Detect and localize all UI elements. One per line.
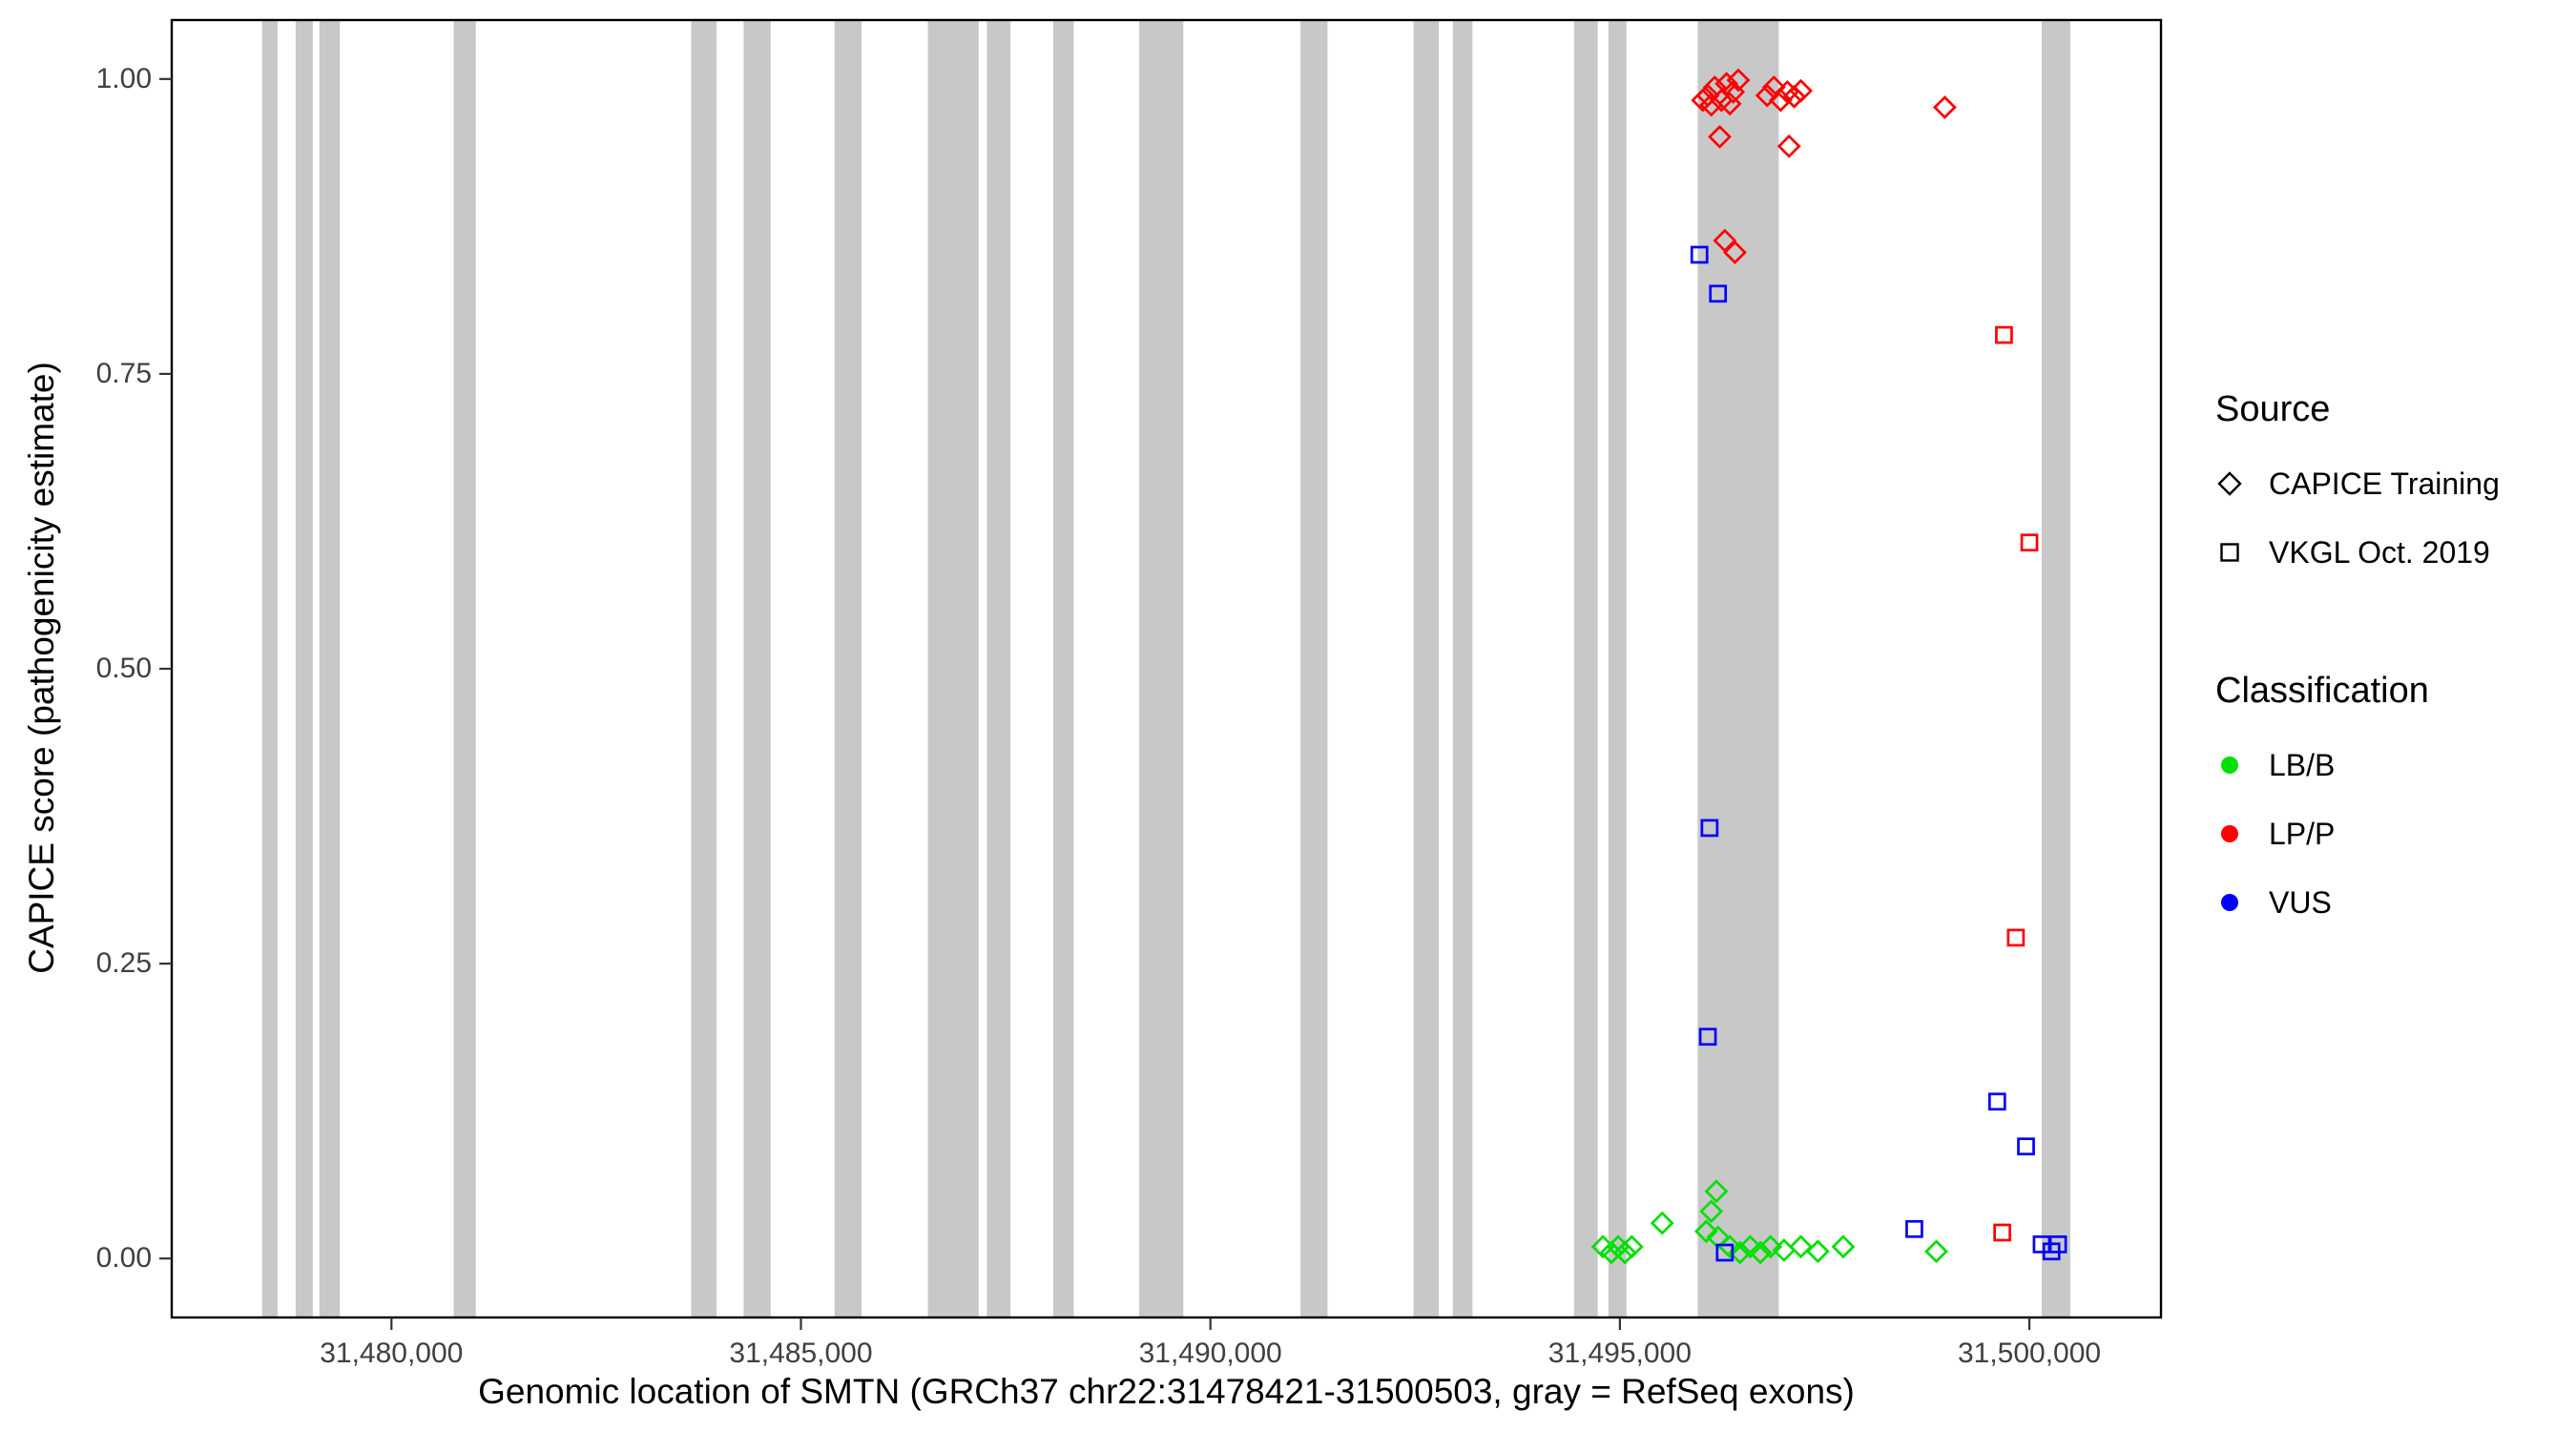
- data-point-diamond: [1924, 1239, 1948, 1264]
- data-point-diamond: [1755, 83, 1779, 108]
- exon-band: [1608, 20, 1627, 1317]
- data-point-square: [2048, 1234, 2067, 1254]
- data-point-square: [1993, 1223, 2011, 1242]
- x-tick-label: 31,485,000: [729, 1338, 873, 1369]
- exon-band: [1413, 20, 1440, 1317]
- exon-band: [743, 20, 771, 1317]
- data-point-diamond: [1699, 93, 1724, 117]
- data-point-diamond: [1713, 228, 1737, 253]
- data-point-square: [1987, 1092, 2006, 1111]
- x-axis-title: Genomic location of SMTN (GRCh37 chr22:3…: [478, 1372, 1855, 1411]
- legend-item-vkgl: VKGL Oct. 2019: [2215, 518, 2500, 587]
- diamond-icon: [2215, 469, 2244, 498]
- legend-item-label: VUS: [2269, 884, 2332, 920]
- circle-icon: [2215, 751, 2244, 779]
- legend-item-lpp: LP/P: [2215, 799, 2500, 868]
- legend-classification: Classification LB/B LP/P VUS: [2215, 671, 2500, 937]
- data-point-diamond: [1723, 240, 1747, 264]
- data-point-square: [1690, 245, 1709, 264]
- legend: Source CAPICE Training VKGL Oct. 2019 Cl…: [2215, 389, 2500, 937]
- exon-band: [834, 20, 862, 1317]
- legend-item-label: LB/B: [2269, 747, 2336, 782]
- data-point-square: [2006, 928, 2025, 947]
- exon-band: [1697, 20, 1779, 1317]
- y-tick-label: 0.75: [95, 357, 152, 389]
- exon-band: [319, 20, 341, 1317]
- data-point-diamond: [1758, 1234, 1783, 1259]
- legend-item-vus: VUS: [2215, 868, 2500, 937]
- data-point-square: [1905, 1219, 1923, 1238]
- legend-item-label: VKGL Oct. 2019: [2269, 534, 2490, 570]
- legend-item-capice-training: CAPICE Training: [2215, 449, 2500, 518]
- data-point-square: [1698, 1027, 1717, 1047]
- x-tick-label: 31,500,000: [1957, 1338, 2102, 1369]
- exon-band: [295, 20, 313, 1317]
- x-tick-label: 31,490,000: [1138, 1338, 1282, 1369]
- data-point-diamond: [1726, 68, 1751, 93]
- data-point-diamond: [1699, 1199, 1724, 1224]
- y-tick-label: 0.00: [95, 1242, 152, 1275]
- data-point-diamond: [1932, 95, 1957, 119]
- data-point-diamond: [1695, 83, 1720, 108]
- data-point-diamond: [1789, 1234, 1813, 1259]
- exon-band: [1300, 20, 1328, 1317]
- data-point-diamond: [1782, 84, 1806, 109]
- data-point-diamond: [1738, 1234, 1762, 1259]
- data-point-square: [2020, 533, 2039, 552]
- data-point-diamond: [1704, 1179, 1729, 1204]
- legend-source-title: Source: [2215, 389, 2331, 429]
- data-point-diamond: [1717, 1234, 1742, 1259]
- data-point-diamond: [1789, 78, 1813, 103]
- data-point-diamond: [1776, 134, 1801, 158]
- exon-band: [1139, 20, 1184, 1317]
- exon-band: [987, 20, 1011, 1317]
- data-point-square: [1709, 284, 1728, 303]
- data-point-square: [1995, 325, 2013, 344]
- legend-item-label: CAPICE Training: [2269, 466, 2500, 501]
- circle-icon: [2215, 819, 2244, 848]
- data-point-diamond: [1612, 1240, 1637, 1265]
- exon-band: [2041, 20, 2070, 1317]
- legend-source: Source CAPICE Training VKGL Oct. 2019: [2215, 389, 2500, 587]
- square-icon: [2215, 538, 2244, 567]
- x-tick-label: 31,495,000: [1548, 1338, 1692, 1369]
- y-tick-label: 1.00: [95, 62, 152, 94]
- data-point-square: [2017, 1137, 2035, 1156]
- data-point-square: [1715, 1243, 1735, 1262]
- y-tick-label: 0.25: [95, 947, 152, 980]
- data-point-diamond: [1805, 1239, 1830, 1264]
- data-point-diamond: [1768, 88, 1793, 113]
- legend-item-label: LP/P: [2269, 816, 2336, 851]
- data-point-diamond: [1650, 1211, 1674, 1235]
- data-point-diamond: [1748, 1240, 1773, 1265]
- y-tick-label: 0.50: [95, 653, 152, 684]
- exon-band: [691, 20, 717, 1317]
- x-tick-label: 31,480,000: [320, 1338, 464, 1369]
- data-point-square: [1700, 819, 1719, 838]
- exon-band: [261, 20, 278, 1317]
- legend-classification-title: Classification: [2215, 671, 2429, 711]
- data-point-diamond: [1708, 124, 1732, 149]
- exon-band: [1052, 20, 1074, 1317]
- exon-band: [1573, 20, 1598, 1317]
- circle-icon: [2215, 888, 2244, 917]
- legend-item-lbb: LB/B: [2215, 731, 2500, 799]
- exon-band: [927, 20, 979, 1317]
- exon-band: [1452, 20, 1473, 1317]
- data-point-diamond: [1693, 1219, 1718, 1244]
- data-point-diamond: [1831, 1234, 1856, 1259]
- exon-band: [453, 20, 476, 1317]
- data-point-diamond: [1619, 1234, 1644, 1259]
